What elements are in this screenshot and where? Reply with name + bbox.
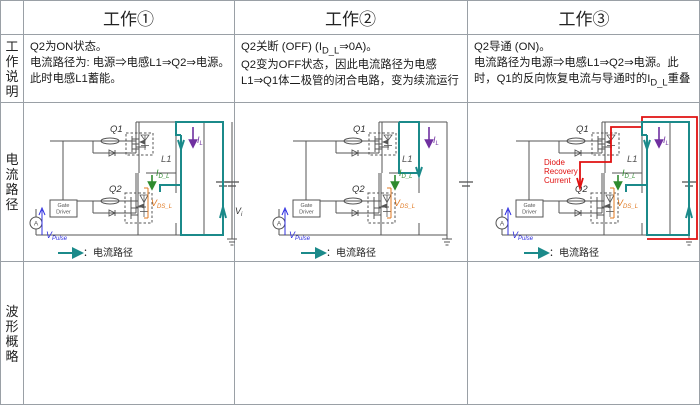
svg-text:A: A (500, 220, 505, 227)
svg-text:ID_L: ID_L (622, 168, 636, 180)
svg-text:VPulse: VPulse (289, 230, 311, 242)
svg-text:Driver: Driver (522, 210, 537, 216)
svg-text:Q1: Q1 (353, 124, 366, 135)
svg-text:Gate: Gate (58, 203, 70, 209)
svg-text:VPulse: VPulse (512, 230, 534, 242)
svg-text:ID_L: ID_L (399, 168, 413, 180)
svg-text:L1: L1 (627, 154, 638, 165)
svg-text:Vi: Vi (235, 206, 243, 218)
svg-text:L1: L1 (161, 154, 172, 165)
svg-text:：电流路径: ：电流路径 (83, 246, 133, 259)
svg-text:VDS_L: VDS_L (151, 198, 172, 210)
svg-text:Q1: Q1 (576, 124, 589, 135)
svg-text:Diode: Diode (544, 158, 565, 167)
svg-text:VDS_L: VDS_L (394, 198, 415, 210)
svg-text:Recovery: Recovery (544, 167, 578, 176)
svg-text:Q2: Q2 (575, 184, 588, 195)
svg-text:IL: IL (433, 135, 439, 147)
svg-text:：电流路径: ：电流路径 (549, 246, 599, 259)
svg-text:Driver: Driver (299, 210, 314, 216)
svg-text:A: A (34, 220, 39, 227)
svg-text:：电流路径: ：电流路径 (326, 246, 376, 259)
svg-text:IL: IL (197, 135, 203, 147)
svg-text:ID_L: ID_L (156, 168, 170, 180)
svg-text:Gate: Gate (301, 203, 313, 209)
svg-text:A: A (277, 220, 282, 227)
svg-text:L1: L1 (402, 154, 413, 165)
svg-text:IL: IL (663, 135, 669, 147)
svg-text:Q2: Q2 (109, 184, 122, 195)
svg-text:VDS_L: VDS_L (617, 198, 638, 210)
svg-text:Current: Current (544, 176, 571, 185)
svg-text:Gate: Gate (524, 203, 536, 209)
svg-text:Q2: Q2 (352, 184, 365, 195)
svg-text:Q1: Q1 (110, 124, 123, 135)
svg-text:Driver: Driver (56, 210, 71, 216)
svg-text:VPulse: VPulse (46, 230, 68, 242)
